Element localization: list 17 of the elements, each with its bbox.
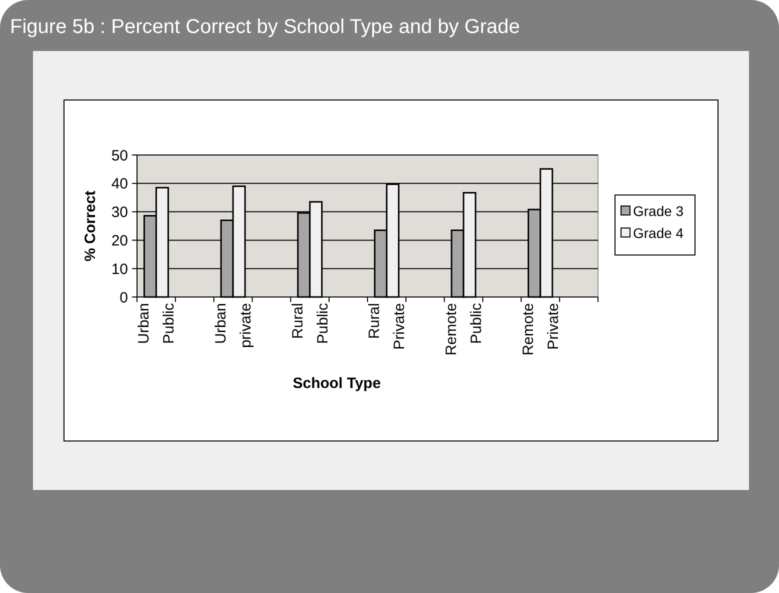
x-tick-label: Remote Private xyxy=(520,303,562,356)
y-tick-label: 20 xyxy=(111,232,128,250)
legend-label: Grade 3 xyxy=(633,202,684,219)
y-tick-label: 10 xyxy=(111,260,128,278)
x-axis-title: School Type xyxy=(292,375,381,392)
y-tick-label: 40 xyxy=(111,176,128,193)
y-tick-label: 0 xyxy=(120,289,128,306)
x-tick-label: Remote Public xyxy=(443,302,486,356)
y-tick-label: 30 xyxy=(111,204,128,222)
x-tick-label: Rural Private xyxy=(366,303,408,350)
y-axis-title: % Correct xyxy=(82,190,99,262)
x-tick-label: Rural Public xyxy=(289,302,332,344)
legend-label: Grade 4 xyxy=(633,224,684,241)
chart-title: Figure 5b : Percent Correct by School Type and by Grade xyxy=(10,16,520,38)
y-tick-label: 50 xyxy=(111,147,128,164)
x-tick-label: Urban private xyxy=(212,303,255,348)
x-tick-label: Urban Public xyxy=(136,302,178,344)
